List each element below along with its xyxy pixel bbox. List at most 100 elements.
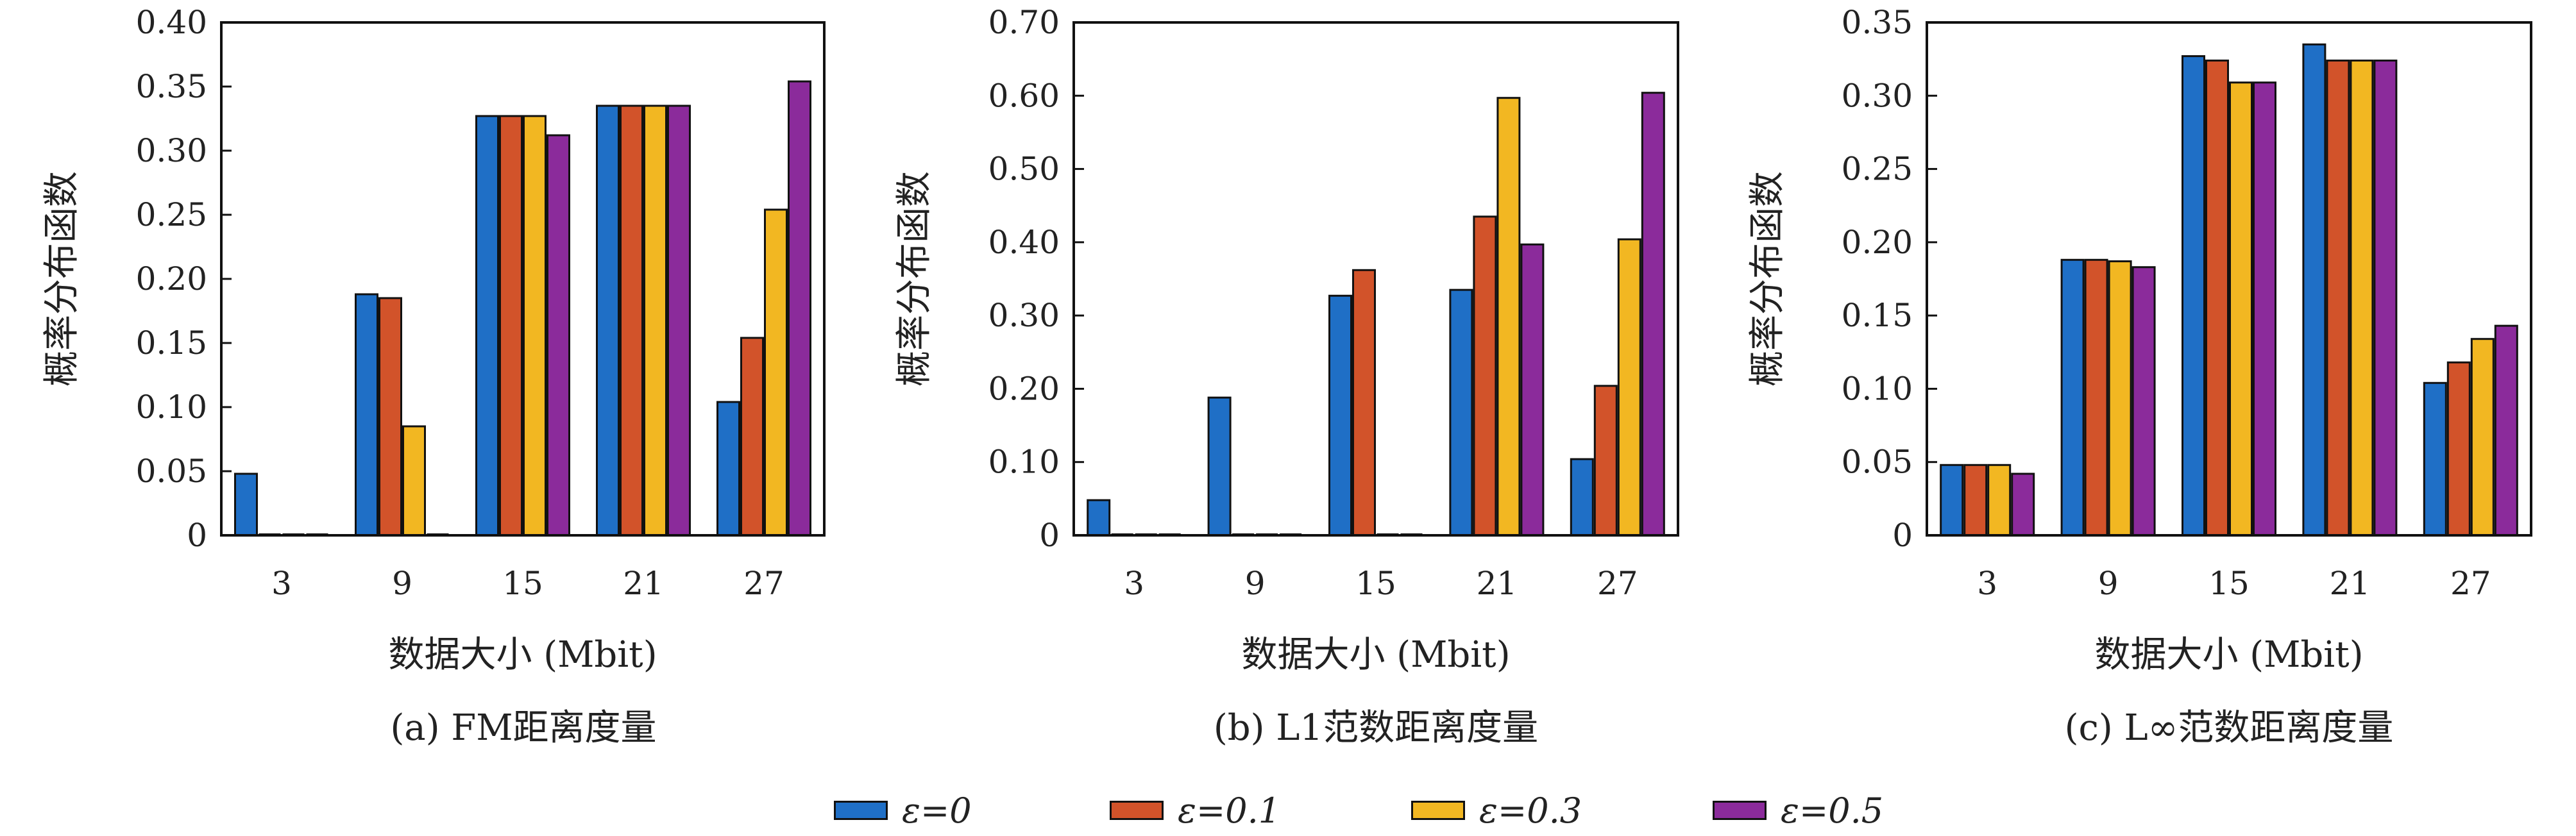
bar <box>402 425 426 537</box>
y-tick-label: 0.15 <box>1842 297 1913 334</box>
y-tick-label: 0.05 <box>1842 444 1913 481</box>
plot-frame <box>1072 21 1679 537</box>
x-tick-label: 21 <box>623 565 664 602</box>
bar <box>2326 59 2350 537</box>
bar <box>620 104 643 537</box>
legend-item-eps-0-1: ε=0.1 <box>1110 790 1280 831</box>
y-tick-label: 0.30 <box>1842 77 1913 114</box>
bar <box>355 293 378 537</box>
x-tick-label: 27 <box>2450 565 2491 602</box>
bar <box>499 115 523 537</box>
y-axis-label: 概率分布函数 <box>41 171 83 387</box>
y-tick-label: 0.30 <box>988 297 1060 334</box>
x-tick-label: 15 <box>1355 565 1396 602</box>
legend-swatch-eps-0 <box>834 801 888 820</box>
bar <box>2011 472 2035 537</box>
y-tick-label: 0.25 <box>136 196 207 233</box>
bar <box>1449 288 1473 537</box>
bar <box>1087 499 1111 537</box>
bar <box>2470 338 2495 537</box>
y-tick-label: 0.60 <box>988 77 1060 114</box>
bar <box>1328 294 1352 537</box>
legend-swatch-eps-0-5 <box>1713 801 1767 820</box>
x-tick-label: 3 <box>271 565 292 602</box>
x-axis-label: 数据大小 (Mbit) <box>2094 634 2363 676</box>
x-tick-label: 15 <box>502 565 543 602</box>
bar <box>667 104 691 537</box>
y-tick-label: 0.35 <box>1842 4 1913 41</box>
y-tick-label: 0.10 <box>136 389 207 426</box>
bar <box>234 472 258 537</box>
caption-a: (a) FM距离度量 <box>390 707 657 749</box>
legend-item-eps-0: ε=0 <box>834 790 972 831</box>
bar <box>1496 97 1521 537</box>
bar <box>2229 81 2253 537</box>
bar <box>1987 464 2012 537</box>
bar <box>2131 266 2156 537</box>
bar <box>1352 269 1376 537</box>
bar <box>2350 59 2374 537</box>
y-tick-label: 0.25 <box>1842 151 1913 188</box>
bar <box>523 115 547 537</box>
y-tick-label: 0.20 <box>136 260 207 297</box>
bar <box>1963 464 1988 537</box>
bar <box>2084 258 2108 537</box>
bar <box>2253 81 2276 537</box>
x-tick-label: 15 <box>2208 565 2250 602</box>
bar <box>2182 55 2205 537</box>
legend-label-eps-0: ε=0 <box>902 790 972 831</box>
legend-item-eps-0-5: ε=0.5 <box>1713 790 1883 831</box>
y-tick-label: 0.15 <box>136 324 207 362</box>
x-tick-label: 3 <box>1977 565 1997 602</box>
bar <box>643 104 667 537</box>
bar <box>1473 215 1497 537</box>
bar <box>1940 464 1964 537</box>
y-tick-label: 0.10 <box>1842 370 1913 407</box>
x-tick-label: 21 <box>1477 565 1518 602</box>
chart-panel-1: 0 0.10 0.20 0.30 0.40 0.50 0.60 0.70 3 9 15 21 27 数据大… <box>894 4 1679 676</box>
x-axis-label: 数据大小 (Mbit) <box>388 634 657 676</box>
bar <box>2108 260 2132 537</box>
legend-label-eps-0-1: ε=0.1 <box>1178 790 1281 831</box>
legend-label-eps-0-3: ε=0.3 <box>1479 790 1582 831</box>
bar <box>1570 458 1594 537</box>
bar <box>1593 385 1618 537</box>
bar <box>2205 59 2229 537</box>
x-tick-label: 9 <box>1245 565 1266 602</box>
y-tick-label: 0.35 <box>136 68 207 105</box>
y-tick-label: 0.40 <box>136 4 207 41</box>
y-tick-label: 0.50 <box>988 151 1060 188</box>
caption-b: (b) L1范数距离度量 <box>1213 707 1539 749</box>
y-tick-label: 0 <box>1039 517 1060 554</box>
y-tick-label: 0.20 <box>988 370 1060 407</box>
y-tick-label: 0.20 <box>1842 224 1913 261</box>
y-tick-label: 0.40 <box>988 224 1060 261</box>
bar <box>2060 258 2085 537</box>
x-tick-label: 9 <box>2098 565 2119 602</box>
chart-panel-2: 0 0.05 0.10 0.15 0.20 0.25 0.30 0.35 3 9 15 21 27 数据大… <box>1747 4 2532 676</box>
x-axis-label: 数据大小 (Mbit) <box>1241 634 1510 676</box>
bar <box>764 208 788 537</box>
bar <box>788 80 811 537</box>
caption-c: (c) L∞范数距离度量 <box>2064 707 2394 749</box>
bar <box>547 134 570 537</box>
y-tick-label: 0 <box>187 517 207 554</box>
bar <box>2494 324 2518 537</box>
chart-panel-0: 0 0.05 0.10 0.15 0.20 0.25 0.30 0.35 0.40 3 9 15 21 2… <box>41 4 826 676</box>
x-tick-label: 27 <box>743 565 784 602</box>
legend-label-eps-0-5: ε=0.5 <box>1781 790 1884 831</box>
legend-swatch-eps-0-3 <box>1411 801 1465 820</box>
bar <box>2423 381 2447 537</box>
bar <box>740 337 764 537</box>
legend-item-eps-0-3: ε=0.3 <box>1411 790 1582 831</box>
x-tick-label: 27 <box>1597 565 1638 602</box>
y-tick-label: 0.05 <box>136 453 207 490</box>
bar <box>378 297 402 537</box>
plot-frame <box>1926 21 2532 537</box>
bar <box>1641 92 1665 537</box>
bar <box>716 401 740 537</box>
bar <box>1207 396 1232 537</box>
bar <box>596 104 620 537</box>
